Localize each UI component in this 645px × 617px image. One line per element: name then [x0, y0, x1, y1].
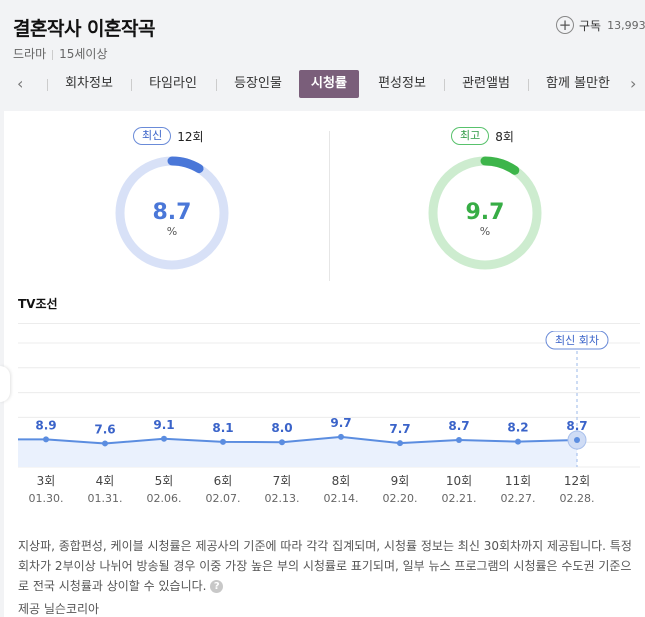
best-value: 9.7 [465, 200, 505, 225]
value-label: 8.1 [212, 421, 233, 435]
program-title: 결혼작사 이혼작곡 [13, 18, 155, 40]
latest-gauge-arc [115, 156, 229, 270]
tabs-next-arrow-icon[interactable]: › [630, 74, 637, 93]
subscribe-label: 구독 [579, 18, 602, 33]
tab-episode-info[interactable]: 회차정보 [65, 76, 113, 91]
best-label: 최고 8회 [451, 127, 514, 145]
tab-schedule[interactable]: 편성정보 [378, 76, 426, 91]
program-header: 결혼작사 이혼작곡 드라마 15세이상 + 구독 13,993 ‹ 회차정보 타임… [0, 0, 645, 110]
episode-tick-label: 6회 [214, 474, 233, 488]
tab-ratings[interactable]: 시청률 [299, 70, 359, 98]
value-label: 7.6 [94, 422, 115, 436]
value-label: 7.7 [389, 422, 410, 436]
tab-divider [131, 79, 132, 91]
chart-point [161, 435, 167, 442]
episode-tick-label: 8회 [332, 474, 351, 488]
episode-tick-label: 10회 [446, 474, 472, 488]
age-rating: 15세이상 [59, 47, 108, 61]
tab-divider [528, 79, 529, 91]
chart-point [279, 439, 285, 446]
episode-tick-label: 3회 [37, 474, 56, 488]
value-label: 8.0 [271, 421, 292, 435]
episode-tick-label: 7회 [273, 474, 292, 488]
value-label: 8.9 [35, 418, 56, 432]
tab-divider [47, 79, 48, 91]
latest-badge: 최신 [133, 127, 172, 145]
chart-area [18, 436, 577, 467]
latest-episode-badge-label: 최신 회차 [555, 334, 599, 347]
tab-recommended[interactable]: 함께 볼만한 [546, 76, 610, 91]
help-icon[interactable]: ? [210, 580, 224, 593]
tabs-prev-arrow-icon[interactable]: ‹ [17, 74, 24, 93]
genre-label: 드라마 [13, 47, 47, 61]
date-tick-label: 02.21. [442, 492, 477, 505]
best-badge: 최고 [451, 127, 490, 145]
date-tick-label: 02.06. [147, 492, 182, 505]
episode-tick-label: 5회 [155, 474, 174, 488]
tab-divider [444, 79, 445, 91]
section-divider [18, 323, 640, 324]
value-label: 8.2 [507, 421, 528, 435]
date-tick-label: 02.07. [206, 492, 241, 505]
ratings-chart: 8.9 3회 01.30. 7.6 4회 01.31. 9.1 5회 02.06. 8.1 6회 02… [18, 331, 640, 505]
best-gauge-arc [428, 156, 542, 270]
tab-divider [216, 79, 217, 91]
best-episode: 8회 [495, 129, 514, 144]
ratings-panel: 최신 12회 8.7 % 최고 8회 9.7 % TV조선 8.9 3회 01.30… [4, 111, 645, 617]
latest-label: 최신 12회 [133, 127, 204, 145]
data-provider: 제공 닐슨코리아 [18, 602, 100, 616]
date-tick-label: 02.14. [324, 492, 359, 505]
notice-text: 지상파, 종합편성, 케이블 시청률은 제공사의 기준에 따라 각각 집계되며,… [18, 539, 632, 593]
episode-tick-label: 12회 [564, 474, 590, 488]
date-tick-label: 02.28. [560, 492, 595, 505]
value-label: 8.7 [448, 419, 469, 433]
tab-related-album[interactable]: 관련앨범 [462, 76, 510, 91]
episode-tick-label: 11회 [505, 474, 531, 488]
best-unit: % [479, 225, 491, 238]
date-tick-label: 01.31. [88, 492, 123, 505]
subscriber-count: 13,993 [607, 18, 645, 32]
date-tick-label: 01.30. [29, 492, 64, 505]
chart-point [574, 437, 580, 444]
date-tick-label: 02.27. [501, 492, 536, 505]
chart-point [43, 436, 49, 443]
chart-point [456, 437, 462, 444]
ratings-notice: 지상파, 종합편성, 케이블 시청률은 제공사의 기준에 따라 각각 집계되며,… [18, 536, 632, 596]
tab-bar: ‹ 회차정보 타임라인 등장인물 시청률 편성정보 관련앨범 함께 볼만한 › [0, 70, 645, 100]
side-scroll-handle[interactable] [0, 366, 10, 402]
value-label: 9.1 [153, 418, 174, 432]
date-tick-label: 02.13. [265, 492, 300, 505]
tab-timeline[interactable]: 타임라인 [149, 76, 197, 91]
channel-name: TV조선 [18, 297, 58, 311]
value-label: 8.7 [566, 419, 587, 433]
program-meta: 드라마 15세이상 [13, 45, 108, 62]
date-tick-label: 02.20. [383, 492, 418, 505]
meta-divider [52, 49, 54, 60]
chart-point [338, 433, 344, 440]
latest-episode-badge [545, 331, 609, 350]
chart-point [220, 438, 226, 445]
latest-gauge [115, 156, 229, 270]
tab-cast[interactable]: 등장인물 [234, 76, 282, 91]
latest-episode: 12회 [177, 129, 204, 144]
chart-point [515, 438, 521, 445]
best-gauge [428, 156, 542, 270]
episode-tick-label: 9회 [391, 474, 410, 488]
latest-unit: % [166, 225, 178, 238]
plus-icon: + [556, 16, 574, 34]
chart-point [102, 440, 108, 447]
gauge-divider [329, 131, 330, 281]
subscribe-button[interactable]: + 구독 13,993 [556, 14, 645, 36]
episode-tick-label: 4회 [96, 474, 115, 488]
value-label: 9.7 [330, 416, 351, 430]
chart-point [397, 440, 403, 447]
latest-value: 8.7 [152, 200, 192, 225]
